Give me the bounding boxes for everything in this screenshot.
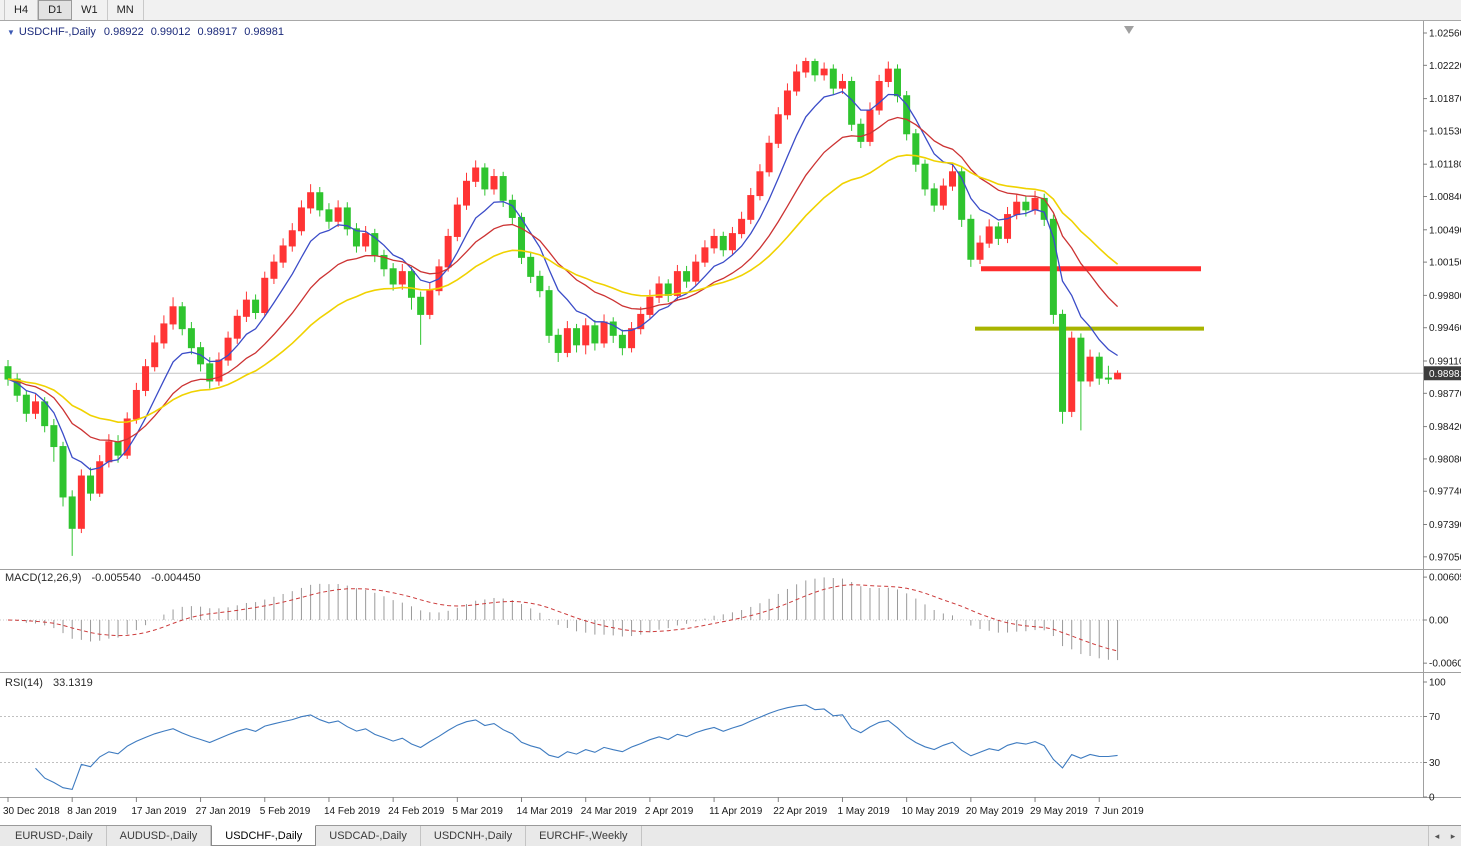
chart-tabs-bar: EURUSD-,Daily AUDUSD-,Daily USDCHF-,Daily U… — [0, 825, 1461, 846]
svg-text:0: 0 — [1429, 793, 1435, 804]
svg-text:1.01180: 1.01180 — [1429, 160, 1461, 171]
svg-text:24 Mar 2019: 24 Mar 2019 — [581, 806, 638, 817]
close-value: 0.98981 — [244, 26, 284, 38]
rsi-pane — [0, 704, 1423, 791]
macd-pane — [0, 577, 1423, 661]
svg-text:30 Dec 2018: 30 Dec 2018 — [3, 806, 60, 817]
tab-eurchf-weekly[interactable]: EURCHF-,Weekly — [526, 826, 642, 846]
rsi-value: 33.1319 — [52, 677, 93, 689]
horizontal-lines — [975, 266, 1204, 331]
symbol-timeframe-label: USDCHF-,Daily — [18, 26, 96, 38]
svg-text:0.98981: 0.98981 — [1429, 369, 1461, 380]
svg-text:1.02220: 1.02220 — [1429, 61, 1461, 72]
svg-text:8 Jan 2019: 8 Jan 2019 — [67, 806, 117, 817]
candlesticks — [4, 57, 1122, 556]
ma-slow-line — [7, 154, 1119, 424]
tabs-scroll-left-button[interactable]: ◂ — [1434, 830, 1440, 841]
tab-usdcad-daily[interactable]: USDCAD-,Daily — [316, 826, 421, 846]
svg-text:10 May 2019: 10 May 2019 — [902, 806, 960, 817]
current-price-badge: 0.98981 — [1424, 366, 1461, 381]
svg-text:11 Apr 2019: 11 Apr 2019 — [709, 806, 763, 817]
price-axis[interactable]: 1.02560 1.02220 1.01870 1.01530 1.01180 1.008… — [1423, 29, 1461, 564]
macd-histogram — [16, 577, 1119, 661]
svg-text:27 Jan 2019: 27 Jan 2019 — [196, 806, 251, 817]
svg-text:0.00: 0.00 — [1429, 616, 1449, 627]
svg-text:5 Mar 2019: 5 Mar 2019 — [452, 806, 503, 817]
macd-signal-line — [7, 584, 1118, 652]
chart-canvas[interactable]: 1.02560 1.02220 1.01870 1.01530 1.01180 1.008… — [0, 21, 1461, 825]
macd-legend: MACD(12,26,9) -0.005540 -0.004450 — [5, 572, 208, 584]
tab-usdcnh-daily[interactable]: USDCNH-,Daily — [421, 826, 527, 846]
svg-text:14 Mar 2019: 14 Mar 2019 — [517, 806, 574, 817]
timeframe-button-h4[interactable]: H4 — [4, 0, 39, 20]
macd-signal-value: -0.004450 — [151, 572, 201, 584]
macd-label: MACD(12,26,9) — [5, 572, 82, 584]
svg-text:24 Feb 2019: 24 Feb 2019 — [388, 806, 445, 817]
svg-text:1.00490: 1.00490 — [1429, 225, 1461, 236]
chart-area[interactable]: 1.02560 1.02220 1.01870 1.01530 1.01180 1.008… — [0, 21, 1461, 825]
rsi-legend: RSI(14) 33.1319 — [5, 677, 100, 689]
svg-text:30: 30 — [1429, 758, 1441, 769]
tabs-scroll-right-button[interactable]: ▸ — [1450, 830, 1456, 841]
svg-text:22 Apr 2019: 22 Apr 2019 — [773, 806, 827, 817]
time-axis[interactable]: 30 Dec 2018 8 Jan 2019 17 Jan 2019 27 Jan 2… — [3, 797, 1144, 817]
macd-main-value: -0.005540 — [91, 572, 142, 584]
tab-audusd-daily[interactable]: AUDUSD-,Daily — [107, 826, 212, 846]
svg-text:1.01530: 1.01530 — [1429, 126, 1461, 137]
timeframe-button-d1[interactable]: D1 — [38, 0, 73, 20]
svg-text:100: 100 — [1429, 678, 1446, 689]
svg-text:2 Apr 2019: 2 Apr 2019 — [645, 806, 694, 817]
tabs-nav: ◂ ▸ — [1428, 826, 1461, 846]
ma-fast-line — [7, 90, 1118, 471]
svg-text:1.00840: 1.00840 — [1429, 192, 1461, 203]
high-value: 0.99012 — [150, 26, 191, 38]
svg-text:0.006058: 0.006058 — [1429, 573, 1461, 584]
open-value: 0.98922 — [103, 26, 144, 38]
svg-text:-0.006096: -0.006096 — [1429, 659, 1461, 670]
svg-text:1.02560: 1.02560 — [1429, 29, 1461, 40]
svg-text:7 Jun 2019: 7 Jun 2019 — [1094, 806, 1144, 817]
rsi-line — [35, 704, 1118, 791]
timeframe-button-mn[interactable]: MN — [108, 0, 144, 20]
svg-text:29 May 2019: 29 May 2019 — [1030, 806, 1088, 817]
svg-text:5 Feb 2019: 5 Feb 2019 — [260, 806, 311, 817]
svg-text:14 Feb 2019: 14 Feb 2019 — [324, 806, 381, 817]
svg-text:0.99110: 0.99110 — [1429, 356, 1461, 367]
chart-legend: ▼ USDCHF-,Daily 0.98922 0.99012 0.98917 … — [7, 26, 291, 38]
timeframe-toolbar: H4 D1 W1 MN — [0, 0, 1461, 21]
symbol-dropdown-icon[interactable]: ▼ — [7, 27, 15, 37]
tab-eurusd-daily[interactable]: EURUSD-,Daily — [2, 826, 107, 846]
tab-usdchf-daily[interactable]: USDCHF-,Daily — [211, 825, 317, 846]
rsi-label: RSI(14) — [5, 677, 43, 689]
rsi-axis[interactable]: 100 70 30 0 — [1423, 678, 1446, 804]
low-value: 0.98917 — [197, 26, 238, 38]
svg-text:1.01870: 1.01870 — [1429, 94, 1461, 105]
ma-mid-line — [7, 116, 1119, 443]
svg-text:17 Jan 2019: 17 Jan 2019 — [131, 806, 186, 817]
svg-text:20 May 2019: 20 May 2019 — [966, 806, 1024, 817]
svg-text:1 May 2019: 1 May 2019 — [837, 806, 890, 817]
svg-text:70: 70 — [1429, 712, 1441, 723]
timeframe-button-w1[interactable]: W1 — [72, 0, 108, 20]
chart-shift-marker-icon[interactable] — [1124, 26, 1134, 34]
macd-axis[interactable]: 0.006058 0.00 -0.006096 — [1423, 573, 1461, 670]
